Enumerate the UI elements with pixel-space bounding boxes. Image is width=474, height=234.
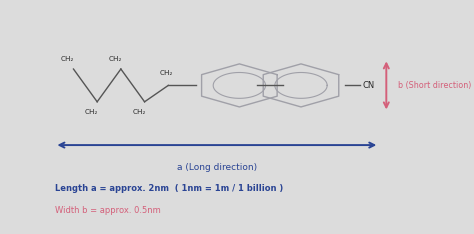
Text: CH₂: CH₂: [84, 109, 98, 115]
Text: CH₂: CH₂: [132, 109, 146, 115]
Text: Length a = approx. 2nm  ( 1nm = 1m / 1 billion ): Length a = approx. 2nm ( 1nm = 1m / 1 bi…: [55, 184, 283, 193]
Text: CH₂: CH₂: [159, 70, 173, 76]
Text: CH₂: CH₂: [61, 56, 74, 62]
Text: Width b = approx. 0.5nm: Width b = approx. 0.5nm: [55, 206, 160, 215]
Text: b (Short direction): b (Short direction): [398, 81, 472, 90]
Text: CN: CN: [363, 81, 375, 90]
Text: CH₂: CH₂: [109, 56, 122, 62]
Text: a (Long direction): a (Long direction): [177, 163, 257, 172]
